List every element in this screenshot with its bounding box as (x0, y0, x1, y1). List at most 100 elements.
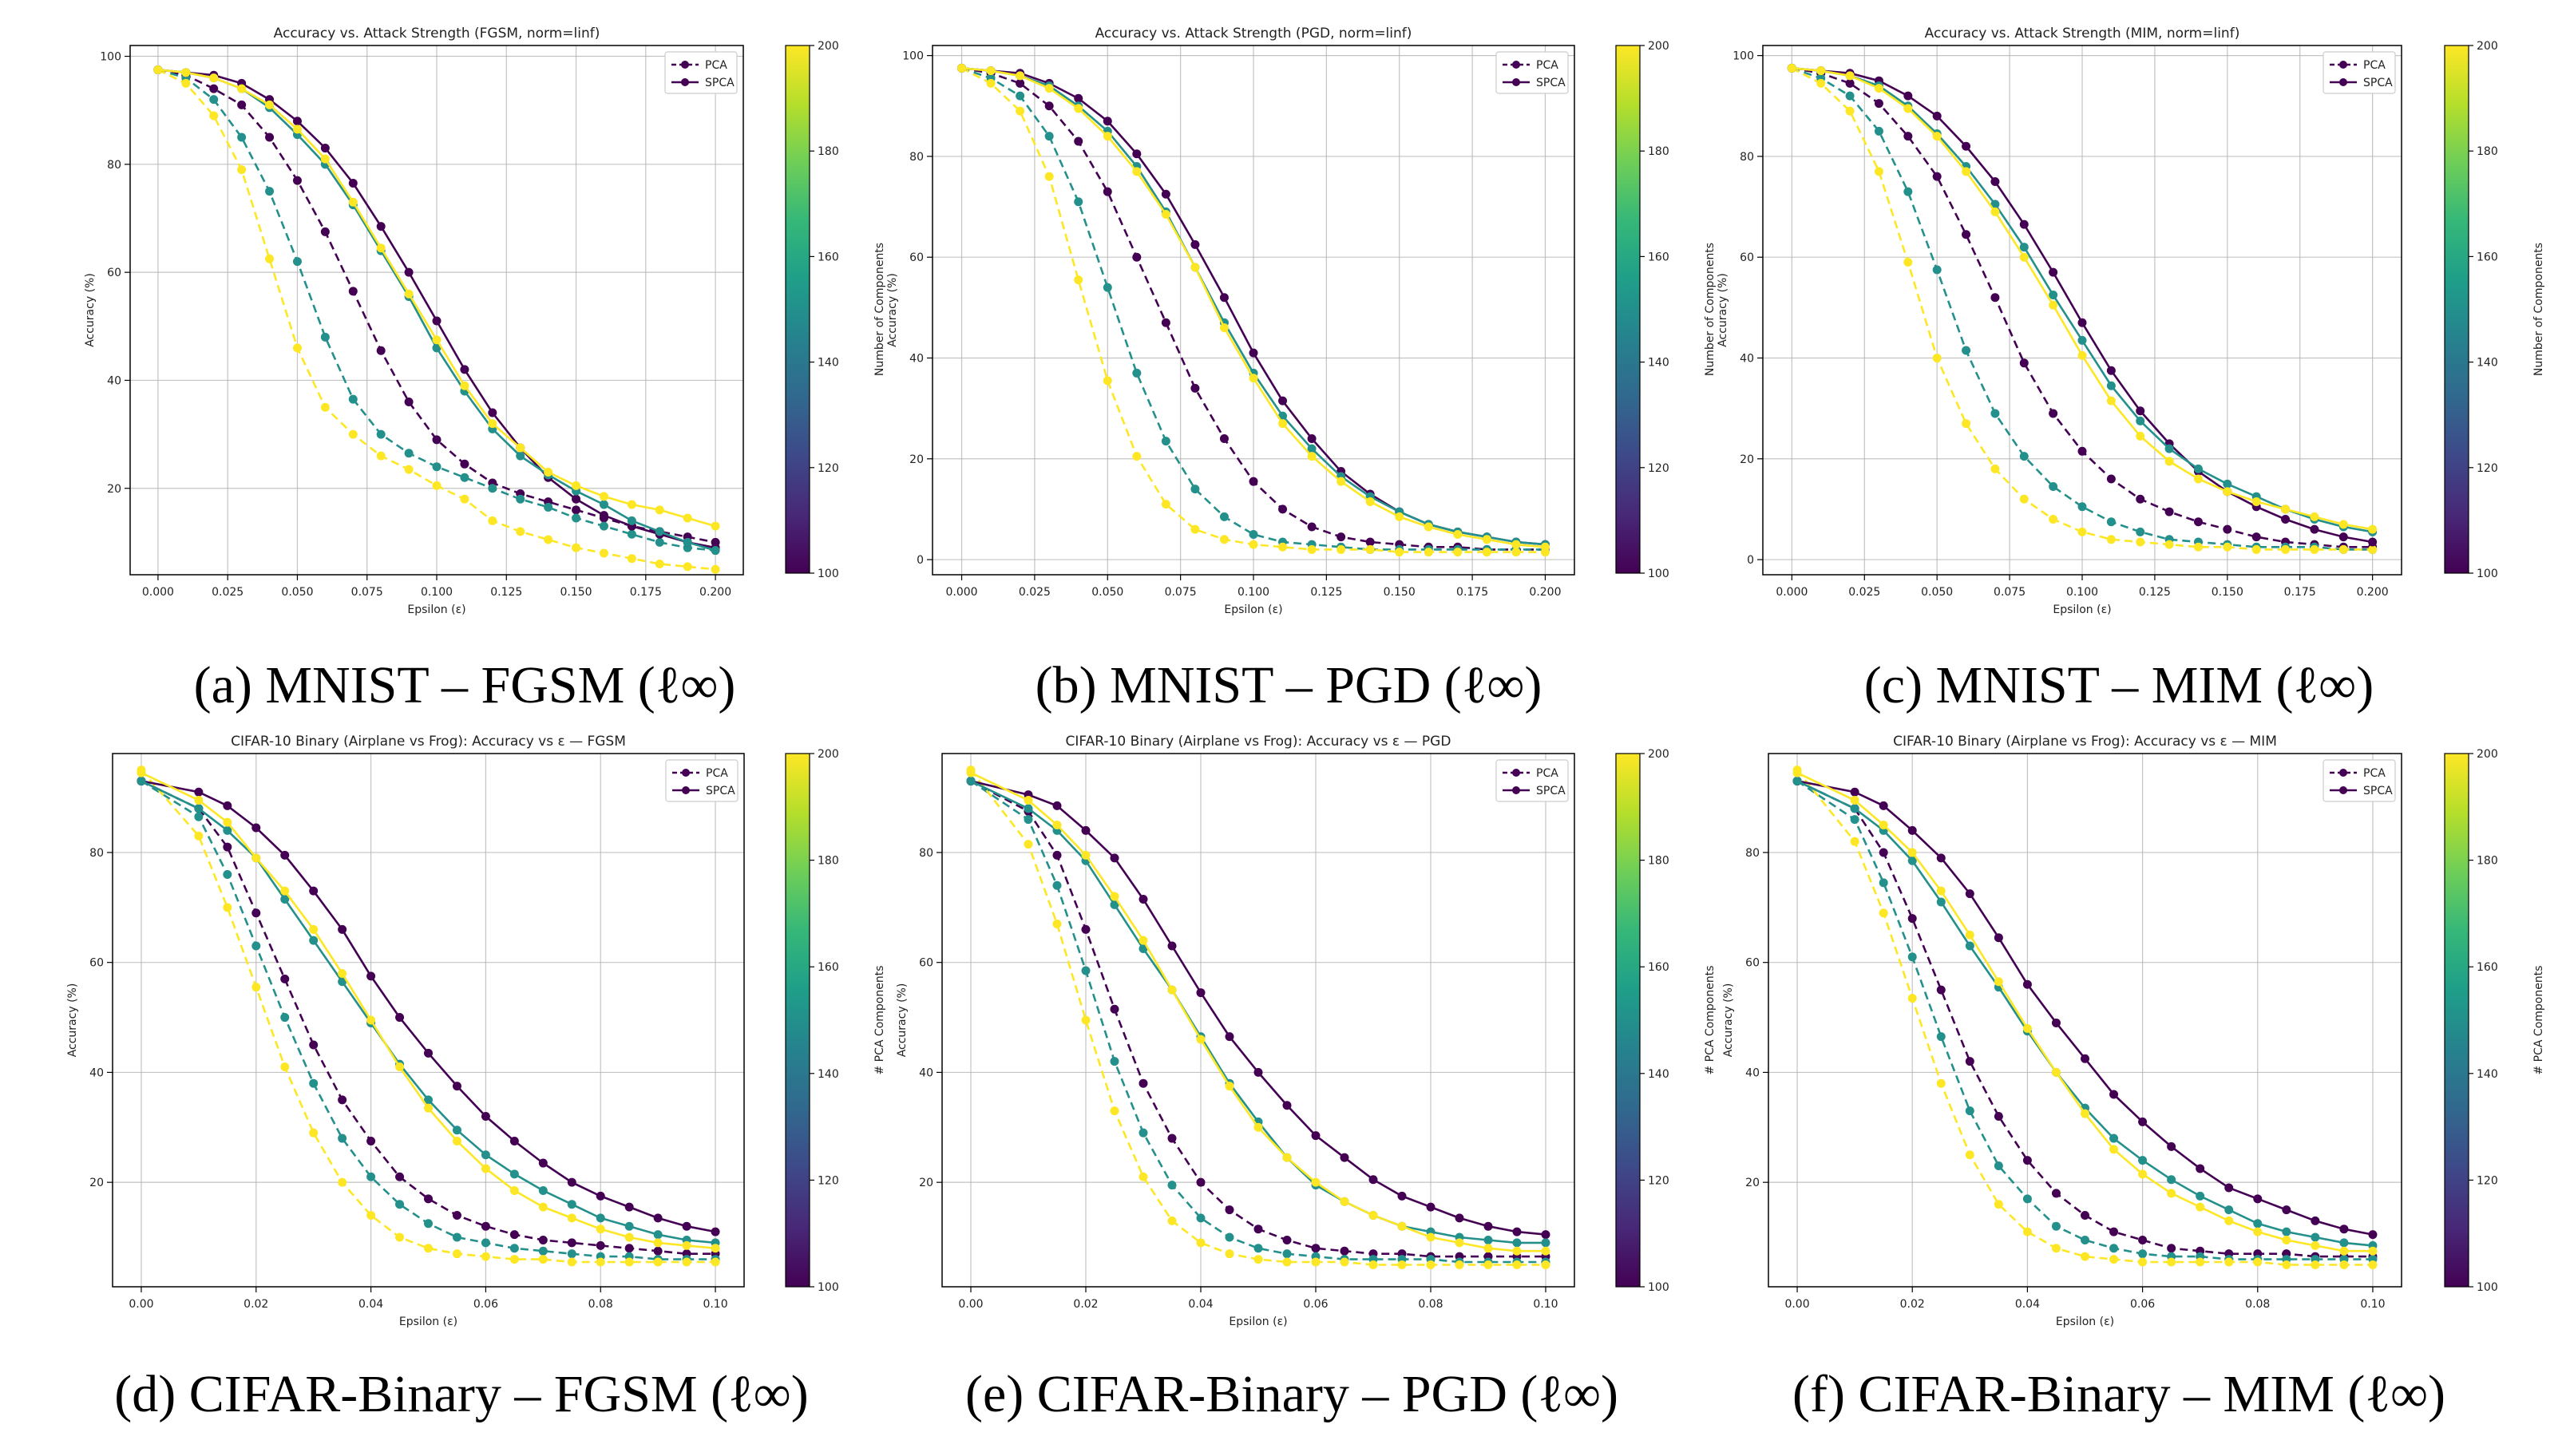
data-point (624, 1257, 634, 1267)
data-point (1016, 106, 1025, 116)
data-point (1219, 512, 1229, 521)
data-point (1932, 353, 1942, 362)
data-point (567, 1257, 576, 1267)
data-point (1395, 512, 1404, 521)
data-point (280, 850, 290, 860)
colorbar-tick-label: 120 (2477, 1174, 2498, 1187)
data-point (2081, 1252, 2089, 1261)
chart-panel-1: 0.000 0.025 0.050 0.075 0.100 0.125 0.150 0.175… (84, 26, 886, 616)
data-point (567, 1200, 576, 1209)
series-line-pca-200 (1796, 769, 2373, 1266)
data-point (1024, 840, 1033, 849)
series-line-spca-150 (970, 780, 1546, 1244)
colorbar-tick-label: 100 (2477, 1281, 2498, 1294)
data-point (309, 886, 319, 896)
legend-marker (681, 78, 689, 86)
data-point (2164, 540, 2174, 549)
data-point (1453, 548, 1463, 557)
data-point (366, 1137, 376, 1146)
data-point (509, 1137, 519, 1146)
data-point (2196, 1191, 2205, 1201)
data-point (181, 78, 191, 88)
data-point (194, 812, 204, 821)
x-tick-label: 0.125 (490, 586, 522, 599)
series-line-pca-150 (970, 780, 1546, 1264)
series-line-pca-200 (141, 769, 715, 1264)
data-point (1074, 136, 1083, 146)
x-axis-label: Epsilon (ε) (407, 603, 465, 616)
data-point (1426, 1202, 1436, 1212)
series-line-pca-150 (1791, 67, 2373, 551)
data-point (1455, 1260, 1464, 1269)
data-point (2049, 267, 2058, 277)
data-point (1161, 500, 1170, 509)
data-point (2167, 1141, 2176, 1151)
data-point (509, 1185, 519, 1195)
data-point (2310, 512, 2319, 521)
x-tick-label: 0.025 (212, 586, 244, 599)
data-point (2224, 1257, 2234, 1267)
data-point (1282, 1153, 1292, 1162)
data-point (1253, 1244, 1263, 1253)
data-point (223, 801, 232, 810)
legend-spca-label: SPCA (2363, 785, 2393, 797)
data-point (2106, 517, 2116, 527)
data-point (2281, 544, 2291, 554)
data-point (567, 1238, 576, 1248)
colorbar-bar (2444, 45, 2469, 574)
data-point (209, 111, 219, 121)
data-point (2109, 1227, 2119, 1236)
data-point (567, 1177, 576, 1187)
data-point (265, 254, 275, 263)
data-point (624, 1221, 634, 1231)
data-point (223, 903, 232, 912)
colorbar-tick-label: 100 (2477, 568, 2498, 580)
legend: PCA SPCA (665, 759, 739, 802)
data-point (265, 133, 275, 142)
data-point (1990, 176, 2000, 186)
data-point (1167, 1216, 1177, 1225)
x-tick-label: 0.125 (1310, 586, 1342, 599)
data-point (986, 78, 996, 88)
data-point (2223, 524, 2232, 534)
data-point (1282, 1257, 1292, 1267)
data-point (1512, 1238, 1522, 1248)
data-point (2167, 1189, 2176, 1198)
data-point (1190, 524, 1200, 534)
data-point (1512, 1246, 1522, 1256)
legend-marker (1512, 769, 1520, 777)
data-point (1903, 258, 1913, 267)
data-point (280, 886, 290, 896)
series-line-pca-100 (141, 780, 715, 1255)
data-point (223, 870, 232, 880)
data-point (596, 1191, 605, 1201)
data-point (1483, 1244, 1493, 1253)
data-point (395, 1172, 405, 1181)
data-point (1190, 485, 1200, 494)
data-point (1052, 880, 1062, 890)
data-point (1340, 1257, 1349, 1267)
data-point (1368, 1175, 1378, 1185)
data-point (1368, 1210, 1378, 1220)
data-point (366, 971, 376, 981)
data-point (1074, 93, 1083, 103)
data-point (460, 473, 469, 482)
data-point (1936, 1078, 1946, 1088)
colorbar-label: # PCA Components (2532, 966, 2545, 1075)
data-point (237, 84, 247, 93)
series-line-spca-150 (1796, 780, 2374, 1247)
data-point (1190, 263, 1200, 272)
colorbar-tick-label: 160 (1648, 961, 1669, 974)
data-point (683, 537, 692, 547)
y-tick-label: 100 (1732, 50, 1754, 63)
data-point (1138, 1128, 1148, 1138)
data-point (1081, 924, 1091, 934)
data-point (1161, 210, 1170, 220)
x-tick-label: 0.06 (473, 1298, 498, 1311)
data-point (1081, 1015, 1091, 1025)
colorbar-tick-label: 120 (1648, 1174, 1669, 1187)
data-point (2368, 524, 2378, 534)
data-point (624, 1202, 634, 1212)
data-point (1336, 477, 1346, 486)
x-axis-label: Epsilon (ε) (2056, 1316, 2114, 1328)
